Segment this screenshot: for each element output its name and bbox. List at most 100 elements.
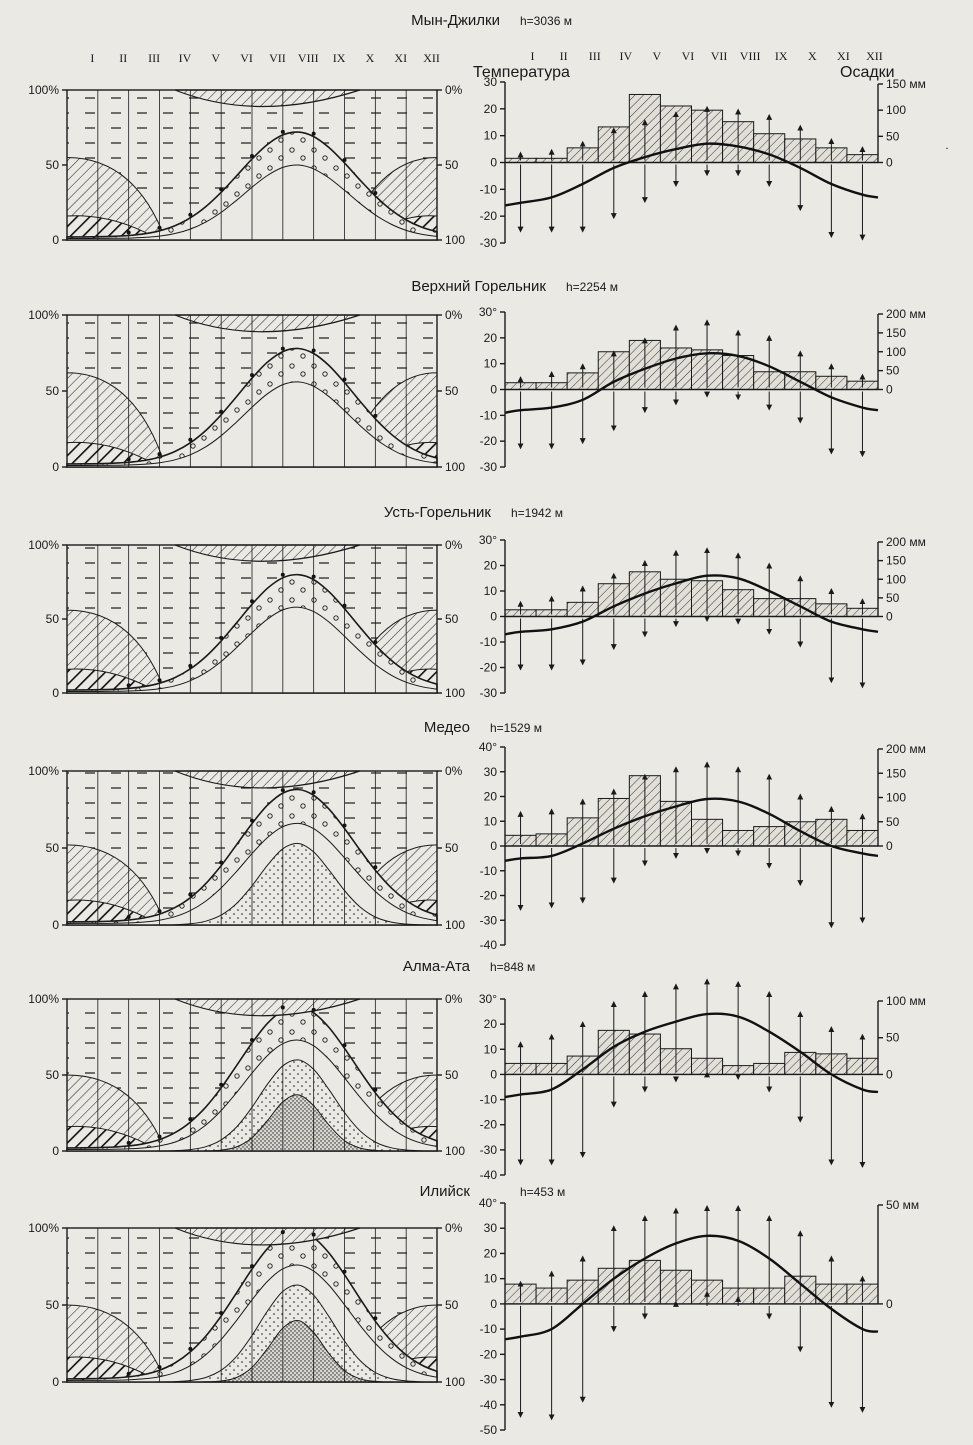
temp-tick-label: -40 [480, 938, 498, 952]
month-label: IV [179, 51, 192, 65]
precip-tick-label: 50 [886, 1031, 900, 1045]
month-label: V [211, 51, 220, 65]
month-label: VI [682, 49, 695, 63]
month-label: I [531, 49, 535, 63]
temp-tick-label: 30° [479, 533, 497, 547]
right-panel: 30° 20 10 0 -10 -20 -30 -40 100 мм 50 0 [479, 978, 926, 1182]
temp-tick-label: 30 [484, 1221, 498, 1235]
left-panel: 100% 0% 50 50 0 100 [28, 992, 465, 1158]
right-tick-label: 50 [445, 841, 459, 855]
left-tick-label: 50 [46, 1068, 60, 1082]
temperature-line [504, 352, 879, 414]
month-label: III [148, 51, 160, 65]
temp-tick-label: 30 [484, 75, 498, 89]
station-name: Алма-Ата [403, 958, 471, 975]
temp-tick-label: 10 [484, 357, 498, 371]
precip-tick-label: 150 [886, 326, 906, 340]
temp-tick-label: -20 [480, 889, 498, 903]
right-tick-label: 100 [445, 686, 465, 700]
left-tick-label: 100% [28, 992, 59, 1006]
precip-tick-label: 50 [886, 364, 900, 378]
station-elevation: h=848 м [490, 960, 535, 974]
month-label: VII [269, 51, 286, 65]
right-tick-label: 100 [445, 918, 465, 932]
month-label: VIII [740, 49, 761, 63]
precip-tick-label: 50 [886, 129, 900, 143]
temp-tick-label: 20 [484, 559, 498, 573]
temp-tick-label: 30 [484, 765, 498, 779]
right-tick-label: 50 [445, 612, 459, 626]
precip-tick-label: 200 мм [886, 535, 926, 549]
right-tick-label: 50 [445, 158, 459, 172]
temp-tick-label: 30° [479, 305, 497, 319]
left-tick-label: 100% [28, 308, 59, 322]
temp-tick-label: -30 [480, 1143, 498, 1157]
month-label: IX [775, 49, 788, 63]
temp-tick-label: -40 [480, 1168, 498, 1182]
station-name: Медео [424, 719, 470, 736]
temp-tick-label: -20 [480, 434, 498, 448]
precip-tick-label: 100 [886, 572, 906, 586]
left-tick-label: 100% [28, 83, 59, 97]
left-tick-label: 50 [46, 612, 60, 626]
temp-tick-label: 0 [490, 839, 497, 853]
left-tick-label: 50 [46, 841, 60, 855]
station-elevation: h=453 м [520, 1185, 565, 1199]
temp-tick-label: -30 [480, 1373, 498, 1387]
temp-tick-label: 40° [479, 1196, 497, 1210]
right-tick-label: 50 [445, 1298, 459, 1312]
precip-tick-label: 0 [886, 1297, 893, 1311]
temperature-line [504, 574, 879, 636]
temp-tick-label: -20 [480, 1118, 498, 1132]
temperature-line [504, 142, 879, 207]
station-elevation: h=3036 м [520, 14, 572, 28]
month-label: VI [240, 51, 253, 65]
month-label: XI [837, 49, 850, 63]
precip-tick-label: 50 [886, 591, 900, 605]
temp-tick-label: 10 [484, 129, 498, 143]
temp-tick-label: -10 [480, 408, 498, 422]
station-name: Мын-Джилки [411, 12, 500, 29]
right-tick-label: 0% [445, 538, 463, 552]
right-tick-label: 100 [445, 1144, 465, 1158]
temp-tick-label: -20 [480, 1347, 498, 1361]
temp-tick-label: 30° [479, 992, 497, 1006]
left-tick-label: 50 [46, 158, 60, 172]
temp-tick-label: -30 [480, 460, 498, 474]
precip-tick-label: 50 [886, 815, 900, 829]
temp-tick-label: -10 [480, 864, 498, 878]
precip-tick-label: 100 [886, 103, 906, 117]
precip-tick-label: 50 мм [886, 1198, 919, 1212]
month-label: II [119, 51, 127, 65]
temp-tick-label: -30 [480, 686, 498, 700]
left-panel: 100% 0% 50 50 0 100 [28, 83, 465, 247]
month-label: I [90, 51, 94, 65]
left-tick-label: 50 [46, 1298, 60, 1312]
month-label: XII [423, 51, 440, 65]
precip-tick-label: 150 [886, 554, 906, 568]
temp-tick-label: 20 [484, 102, 498, 116]
left-tick-label: 100% [28, 764, 59, 778]
month-label: VIII [298, 51, 319, 65]
month-label: V [653, 49, 662, 63]
precip-tick-label: 0 [886, 1067, 893, 1081]
temp-tick-label: 10 [484, 1042, 498, 1056]
precip-tick-label: 0 [886, 156, 893, 170]
precip-tick-label: 150 [886, 766, 906, 780]
temperature-line [504, 1234, 879, 1341]
station-elevation: h=1942 м [511, 506, 563, 520]
station-elevation: h=2254 м [566, 280, 618, 294]
left-tick-label: 50 [46, 384, 60, 398]
precip-tick-label: 200 мм [886, 742, 926, 756]
temp-tick-label: -10 [480, 1322, 498, 1336]
precip-tick-label: 0 [886, 383, 893, 397]
stray-mark: · [945, 141, 949, 155]
month-label: IV [619, 49, 632, 63]
station-name: Илийск [420, 1183, 471, 1200]
left-tick-label: 0 [52, 460, 59, 474]
